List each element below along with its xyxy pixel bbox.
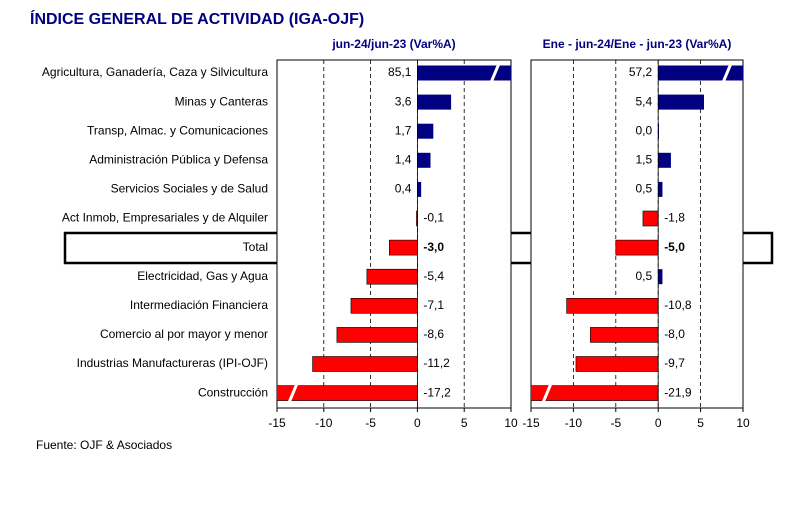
bar: [658, 269, 663, 285]
value-label: 3,6: [395, 94, 412, 108]
bar: [350, 297, 418, 314]
x-tick-label: -5: [610, 416, 621, 430]
category-label: Intermediación Financiera: [130, 298, 268, 312]
bars: [277, 65, 511, 401]
bar: [658, 65, 743, 81]
plot-frame: [276, 59, 512, 409]
value-label: -10,8: [664, 298, 692, 312]
value-label: 0,5: [636, 269, 653, 283]
bar: [642, 210, 659, 227]
axis-break: [541, 383, 553, 404]
bars: [531, 65, 743, 401]
bar: [277, 385, 418, 401]
value-label: -8,6: [423, 327, 444, 341]
x-tick-label: 10: [736, 416, 750, 430]
bar: [590, 327, 659, 343]
x-tick-label: -5: [365, 416, 376, 430]
x-tick-label: -15: [268, 416, 286, 430]
category-label: Agricultura, Ganadería, Caza y Silvicult…: [42, 65, 268, 79]
bar: [389, 239, 418, 256]
bar: [417, 94, 452, 110]
value-label: -7,1: [423, 298, 444, 312]
value-label: -1,8: [664, 211, 685, 225]
category-label: Transp, Almac. y Comunicaciones: [87, 123, 268, 137]
axis-break: [287, 383, 299, 404]
bar: [417, 152, 431, 168]
source-note: Fuente: OJF & Asociados: [36, 438, 172, 452]
category-label: Construcción: [198, 385, 268, 399]
x-tick-label: -10: [565, 416, 583, 430]
category-label: Act Inmob, Empresariales y de Alquiler: [62, 211, 268, 225]
x-tick-label: 5: [697, 416, 704, 430]
bar: [658, 181, 663, 197]
value-label: -9,7: [664, 356, 685, 370]
value-label: -5,0: [664, 240, 685, 254]
bar: [417, 123, 434, 139]
bar: [366, 268, 418, 285]
bar: [417, 181, 422, 197]
bar: [658, 152, 671, 168]
value-label: -3,0: [423, 240, 444, 254]
bar: [417, 65, 511, 81]
category-label: Minas y Canteras: [175, 94, 268, 108]
x-tick-label: 5: [461, 416, 468, 430]
bar: [615, 239, 659, 256]
bar: [575, 356, 659, 372]
category-label: Electricidad, Gas y Agua: [137, 269, 268, 283]
value-label: -5,4: [423, 269, 444, 283]
x-tick-label: -15: [522, 416, 540, 430]
value-label: 1,5: [636, 152, 653, 166]
value-label: 1,4: [395, 152, 412, 166]
panel-title: Ene - jun-24/Ene - jun-23 (Var%A): [543, 37, 732, 51]
x-tick-label: 0: [655, 416, 662, 430]
value-label: 85,1: [388, 65, 412, 79]
chart-title: ÍNDICE GENERAL DE ACTIVIDAD (IGA-OJF): [30, 9, 364, 28]
bar: [658, 94, 704, 110]
category-label: Industrias Manufactureras (IPI-OJF): [77, 356, 268, 370]
value-label: 0,5: [636, 182, 653, 196]
bar: [312, 356, 418, 372]
value-label: 0,4: [395, 182, 412, 196]
category-label: Servicios Sociales y de Salud: [111, 182, 268, 196]
category-label: Total: [243, 240, 268, 254]
panel-title: jun-24/jun-23 (Var%A): [331, 37, 455, 51]
value-label: 57,2: [629, 65, 653, 79]
x-tick-label: 0: [414, 416, 421, 430]
axis-break: [721, 62, 733, 84]
axis-break: [489, 62, 501, 84]
value-label: -17,2: [423, 385, 451, 399]
bar: [566, 297, 659, 314]
value-label: -11,2: [423, 356, 450, 370]
x-tick-label: 10: [504, 416, 518, 430]
value-label: -0,1: [423, 211, 444, 225]
category-label: Comercio al por mayor y menor: [100, 327, 268, 341]
bar: [336, 327, 418, 343]
x-tick-label: -10: [315, 416, 333, 430]
category-label: Administración Pública y Defensa: [89, 152, 268, 166]
value-label: 1,7: [395, 123, 412, 137]
value-label: -8,0: [664, 327, 685, 341]
value-label: 5,4: [636, 94, 653, 108]
plot-frame: [530, 59, 744, 409]
value-label: 0,0: [636, 123, 653, 137]
value-label: -21,9: [664, 385, 692, 399]
